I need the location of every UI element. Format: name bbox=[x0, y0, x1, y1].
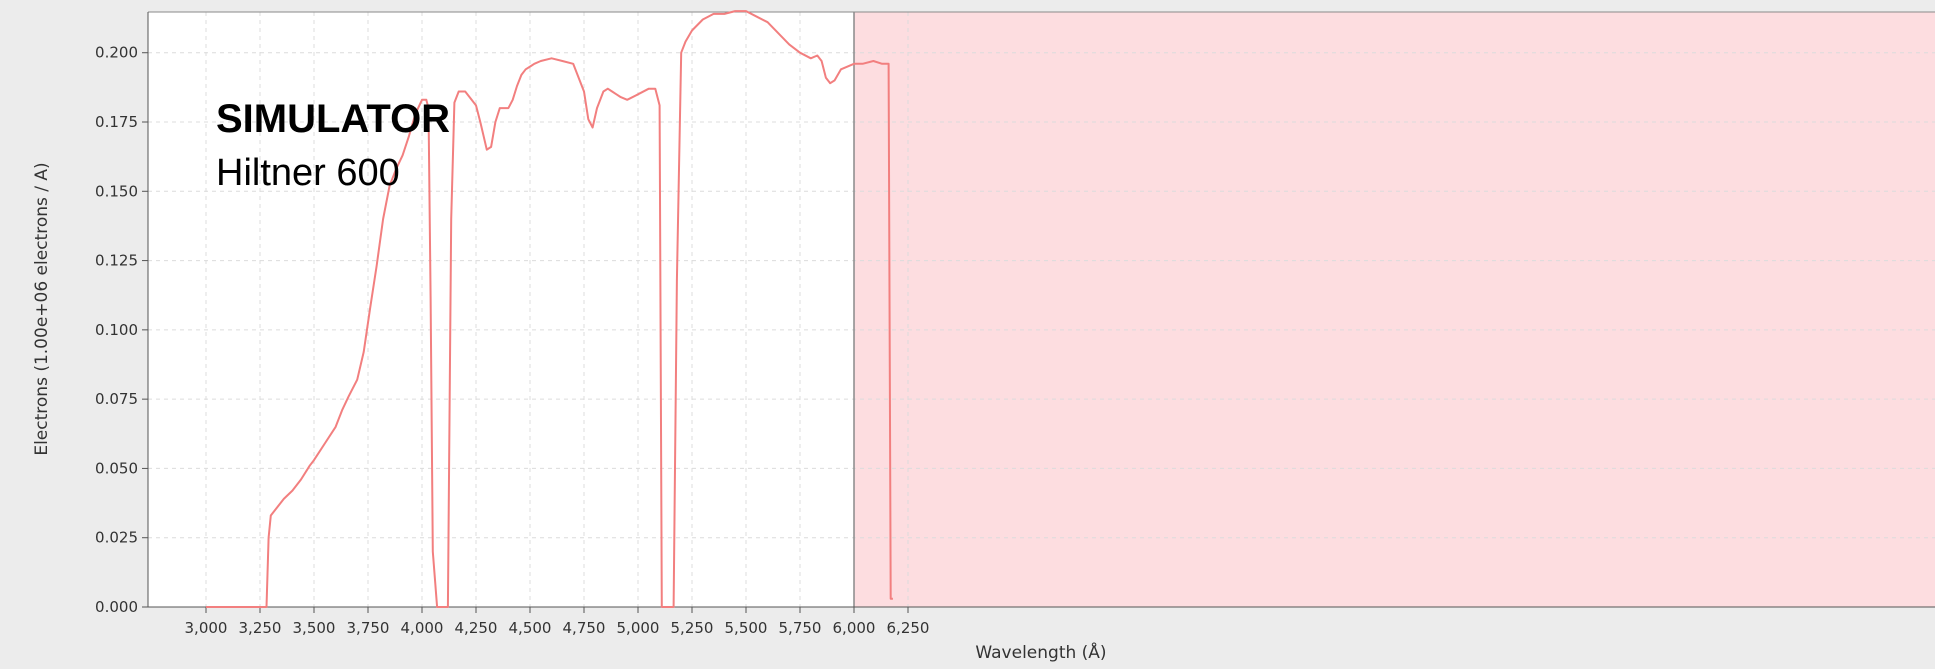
x-tick-label: 5,500 bbox=[725, 619, 768, 637]
x-tick-label: 3,750 bbox=[347, 619, 390, 637]
x-tick-label: 5,750 bbox=[779, 619, 822, 637]
y-tick-label: 0.050 bbox=[95, 459, 138, 477]
y-tick-label: 0.000 bbox=[95, 598, 138, 616]
x-tick-label: 4,000 bbox=[401, 619, 444, 637]
y-axis-title: Electrons (1.00e+06 electrons / A) bbox=[32, 162, 52, 455]
x-tick-label: 3,000 bbox=[185, 619, 228, 637]
y-tick-label: 0.025 bbox=[95, 529, 138, 547]
y-tick-label: 0.125 bbox=[95, 252, 138, 270]
x-tick-label: 3,500 bbox=[293, 619, 336, 637]
y-tick-label: 0.200 bbox=[95, 44, 138, 62]
x-tick-label: 4,500 bbox=[509, 619, 552, 637]
x-tick-label: 6,250 bbox=[887, 619, 930, 637]
y-tick-label: 0.075 bbox=[95, 390, 138, 408]
y-tick-label: 0.150 bbox=[95, 182, 138, 200]
x-axis-title: Wavelength (Å) bbox=[975, 641, 1106, 663]
axis-ticks bbox=[142, 52, 909, 613]
x-tick-label: 4,750 bbox=[563, 619, 606, 637]
series-line bbox=[206, 10, 893, 608]
annotation-subtitle: Hiltner 600 bbox=[216, 152, 400, 194]
x-tick-label: 4,250 bbox=[455, 619, 498, 637]
y-tick-label: 0.175 bbox=[95, 113, 138, 131]
x-tick-label: 5,250 bbox=[671, 619, 714, 637]
y-tick-label: 0.100 bbox=[95, 321, 138, 339]
annotation-title: SIMULATOR bbox=[216, 97, 450, 141]
axis-tick-labels: 3,000 3,250 3,500 3,750 4,000 4,250 4,500 4,750… bbox=[95, 44, 929, 637]
highlight-region bbox=[854, 12, 1935, 607]
x-tick-label: 6,000 bbox=[833, 619, 876, 637]
x-tick-label: 5,000 bbox=[617, 619, 660, 637]
x-tick-label: 3,250 bbox=[239, 619, 282, 637]
